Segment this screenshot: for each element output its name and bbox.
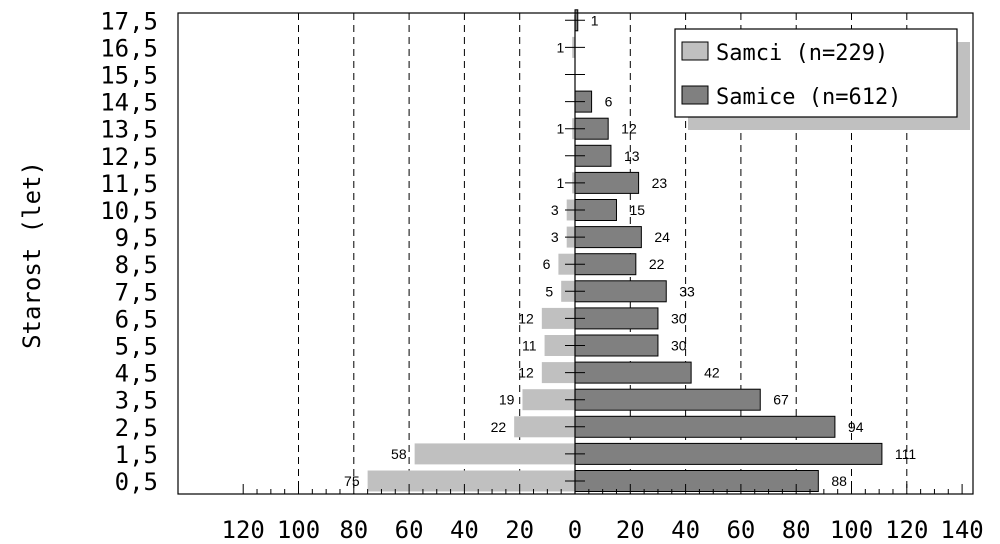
y-tick-label: 6,5 xyxy=(115,305,158,333)
bar-samice xyxy=(574,415,836,438)
y-tick-label: 12,5 xyxy=(100,143,158,171)
data-label-samice: 30 xyxy=(671,310,687,326)
data-label-samci: 1 xyxy=(556,39,564,55)
bars xyxy=(367,9,883,492)
y-tick-label: 7,5 xyxy=(115,278,158,306)
y-tick-label: 3,5 xyxy=(115,387,158,415)
data-label-samci: 11 xyxy=(522,338,537,354)
legend-swatch-samci xyxy=(681,41,709,61)
data-label-samice: 15 xyxy=(629,202,645,218)
x-tick-label: 140 xyxy=(940,516,983,544)
data-label-samci: 12 xyxy=(518,310,534,326)
data-label-samci: 1 xyxy=(556,175,564,191)
bar-samci xyxy=(367,470,575,492)
axis-ticks xyxy=(242,15,963,494)
y-tick-label: 13,5 xyxy=(100,116,158,144)
x-tick-label: 100 xyxy=(830,516,873,544)
bar-samci xyxy=(541,362,575,384)
x-tick-label: 120 xyxy=(222,516,265,544)
data-label-samice: 1 xyxy=(591,12,599,28)
data-label-samci: 5 xyxy=(545,283,553,299)
legend-swatch-samice xyxy=(681,85,709,105)
bar-samci xyxy=(414,443,575,465)
y-tick-label: 11,5 xyxy=(100,170,158,198)
y-tick-label: 1,5 xyxy=(115,441,158,469)
axis-labels: 120 100 80 60 40 20 0 20 40 60 80 100 120 140 0,51,52,… xyxy=(100,7,984,544)
bar-samice xyxy=(574,280,667,303)
bar-samice xyxy=(574,470,819,492)
data-label-samice: 6 xyxy=(605,94,613,110)
legend-label-samice: Samice (n=612) xyxy=(716,85,901,110)
data-label-samci: 3 xyxy=(551,202,559,218)
grid-lines xyxy=(298,13,908,494)
bar-samci xyxy=(541,307,575,329)
legend: Samci (n=229) Samice (n=612) xyxy=(674,28,970,130)
x-tick-label: 40 xyxy=(450,516,479,544)
data-label-samice: 13 xyxy=(624,148,640,164)
bar-samice xyxy=(574,388,761,411)
x-tick-label: 80 xyxy=(339,516,368,544)
data-label-samci: 12 xyxy=(518,365,534,381)
bar-samice xyxy=(574,334,659,357)
y-tick-label: 9,5 xyxy=(115,224,158,252)
data-label-samci: 75 xyxy=(344,473,360,489)
x-tick-label: 20 xyxy=(505,516,534,544)
y-tick-label: 8,5 xyxy=(115,251,158,279)
data-label-samice: 88 xyxy=(831,473,847,489)
plot-frame xyxy=(177,12,974,495)
data-label-samci: 58 xyxy=(391,446,407,462)
x-tick-label: 120 xyxy=(885,516,928,544)
bar-samci xyxy=(544,335,575,356)
bar-samice xyxy=(574,307,659,330)
bar-samice xyxy=(574,442,883,465)
y-tick-label: 17,5 xyxy=(100,7,158,35)
data-label-samci: 3 xyxy=(551,229,559,245)
data-label-samice: 111 xyxy=(895,446,916,462)
x-tick-label: 20 xyxy=(616,516,645,544)
y-tick-label: 5,5 xyxy=(115,333,158,361)
x-tick-label: 80 xyxy=(782,516,811,544)
data-label-samice: 42 xyxy=(704,365,720,381)
bar-samci xyxy=(514,416,575,438)
y-tick-label: 14,5 xyxy=(100,89,158,117)
data-label-samci: 1 xyxy=(556,121,564,137)
bar-samci xyxy=(522,389,575,411)
data-label-samci: 19 xyxy=(499,392,515,408)
data-label-samice: 24 xyxy=(654,229,670,245)
legend-box xyxy=(674,28,958,118)
data-label-samci: 22 xyxy=(491,419,507,435)
y-tick-label: 16,5 xyxy=(100,34,158,62)
data-label-samice: 67 xyxy=(773,392,789,408)
data-label-samice: 94 xyxy=(848,419,864,435)
y-axis-title: Starost (let) xyxy=(18,161,46,349)
x-tick-label: 60 xyxy=(726,516,755,544)
y-tick-label: 4,5 xyxy=(115,360,158,388)
y-tick-label: 0,5 xyxy=(115,468,158,496)
data-label-samci: 6 xyxy=(543,256,551,272)
bar-samice xyxy=(574,361,692,384)
y-tick-label: 2,5 xyxy=(115,414,158,442)
data-label-samice: 33 xyxy=(679,283,695,299)
data-label-samice: 30 xyxy=(671,338,687,354)
legend-label-samci: Samci (n=229) xyxy=(716,41,888,66)
x-tick-label: 60 xyxy=(395,516,424,544)
x-tick-label: 100 xyxy=(277,516,320,544)
data-label-samice: 22 xyxy=(649,256,665,272)
x-tick-label: 40 xyxy=(671,516,700,544)
data-label-samice: 23 xyxy=(652,175,668,191)
y-tick-label: 15,5 xyxy=(100,62,158,90)
y-tick-label: 10,5 xyxy=(100,197,158,225)
data-label-samice: 12 xyxy=(621,121,637,137)
x-tick-label: 0 xyxy=(568,516,582,544)
